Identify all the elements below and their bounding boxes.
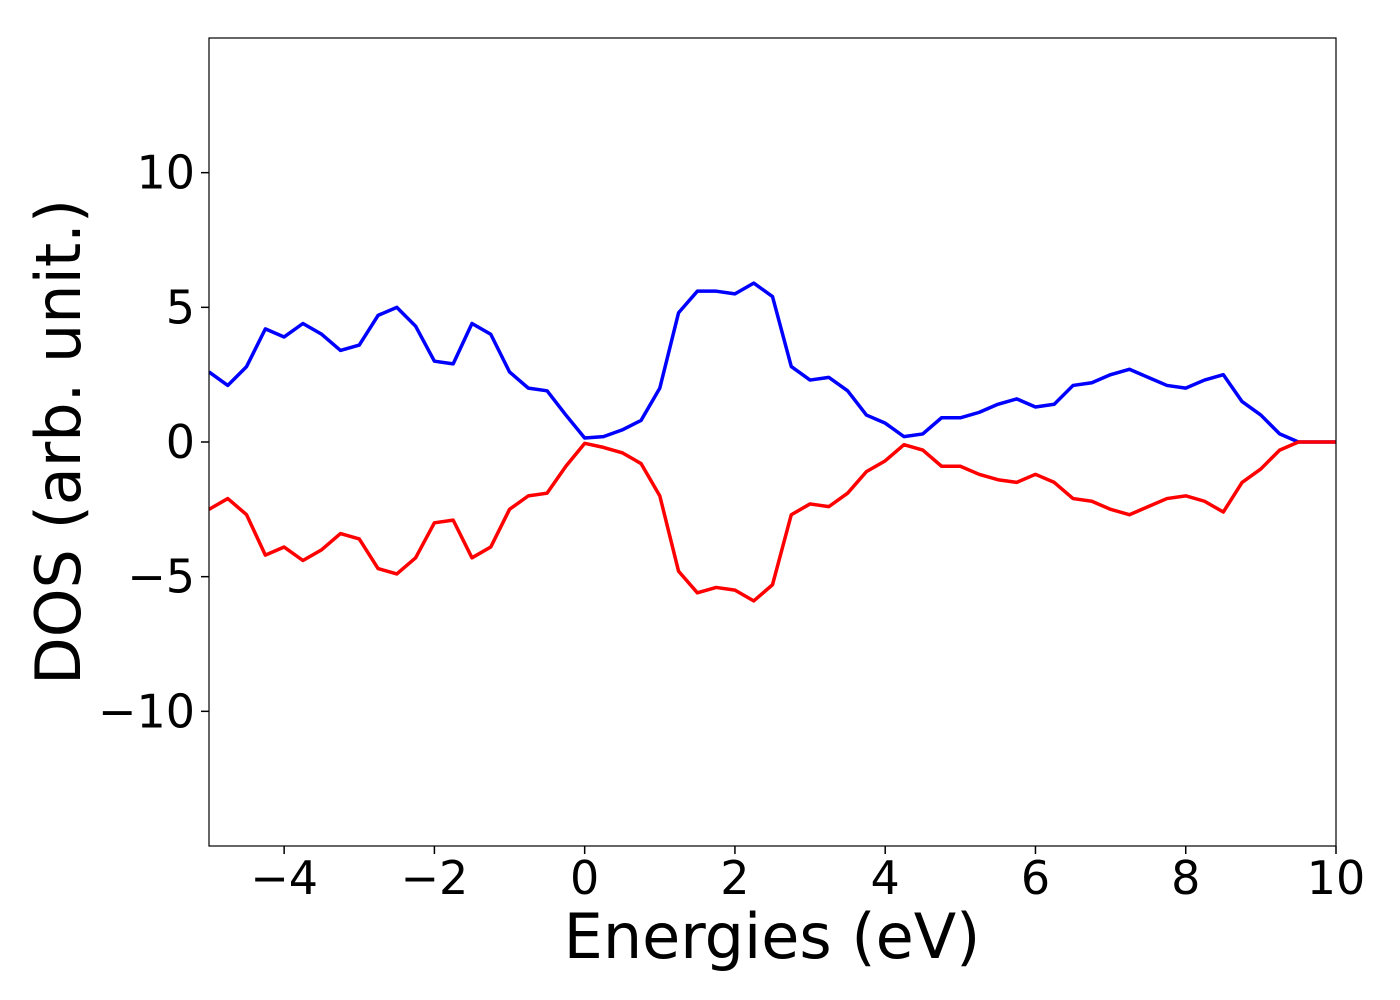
x-tick-label: 6 — [1021, 851, 1050, 905]
x-axis-label: Energies (eV) — [564, 900, 981, 973]
data-line — [209, 281, 1336, 444]
x-tick-label: −4 — [250, 851, 318, 905]
plot-frame — [208, 37, 1337, 847]
x-tick-label: −2 — [400, 851, 468, 905]
x-tick-label: 8 — [1171, 851, 1200, 905]
y-tick-label: −10 — [98, 684, 195, 738]
y-axis-label: DOS (arb. unit.) — [22, 199, 95, 685]
x-tick-label: 4 — [871, 851, 900, 905]
x-tick-label: 0 — [570, 851, 599, 905]
y-tick-label: 5 — [166, 280, 195, 334]
y-tick-label: 0 — [166, 415, 195, 469]
y-tick-label: −5 — [127, 550, 195, 604]
y-tick-label: 10 — [136, 146, 195, 200]
data-line — [209, 440, 1336, 603]
x-tick-label: 10 — [1307, 851, 1366, 905]
x-tick-label: 2 — [720, 851, 749, 905]
